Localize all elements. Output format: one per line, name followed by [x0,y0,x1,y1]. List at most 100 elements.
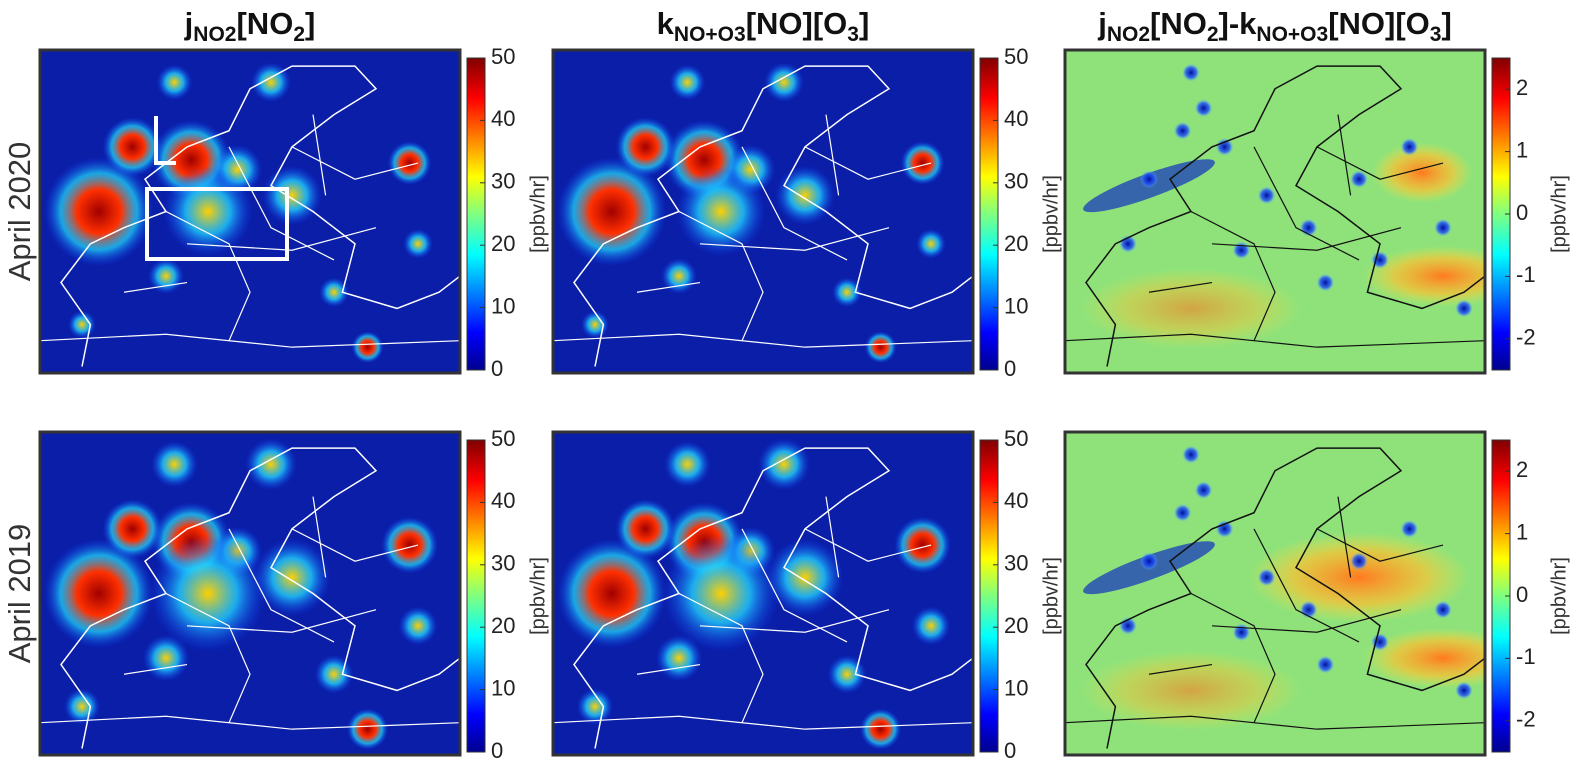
colorbar-tick-label: 2 [1516,75,1528,100]
title-text: k [657,6,675,41]
colorbar-label: [ppbv/hr] [527,557,549,635]
row-label: April 2019 [2,524,37,664]
emission-blob [148,258,184,295]
colorbar-tick-label: 0 [1516,582,1528,607]
border [699,227,890,251]
emission-blob [156,64,193,101]
difference-spot [1173,121,1192,140]
difference-spot [1232,241,1251,260]
map-panel [1063,48,1487,375]
emission-blob [556,156,667,267]
emission-blob [764,62,804,103]
map-panel [551,430,975,757]
title-subscript: 3 [847,23,859,46]
title-text: ]-k [1219,6,1258,41]
difference-spot [1400,137,1419,156]
border [1190,592,1276,723]
colorbar-tick-label: 10 [491,293,515,318]
difference-region [1363,628,1485,689]
border [1065,715,1485,730]
emission-blob [346,708,389,750]
border [228,528,335,643]
colorbar-tick-label: 0 [1004,356,1016,381]
difference-spot [1434,600,1452,619]
border [636,281,701,293]
difference-spot [1215,519,1234,538]
map [1065,432,1485,755]
colorbar-tick-label: 10 [1004,293,1028,318]
colorbar-tick-label: 0 [1004,738,1016,763]
colorbar-tick-label: 50 [1004,44,1028,69]
difference-region [1372,142,1472,203]
difference-spot [1173,503,1192,522]
border [312,114,327,196]
colorbar-label: [ppbv/hr] [1040,557,1062,635]
colorbar-tick-label: 20 [1004,613,1028,638]
colorbar-tick-label: 30 [1004,551,1028,576]
colorbar-tick-label: -2 [1516,325,1536,350]
emission-blob [163,166,253,257]
colorbar-tick-label: 10 [1004,675,1028,700]
difference-spot [1371,250,1389,269]
emission-blob [151,440,198,488]
emission-blob [832,277,862,308]
difference-spot [1232,623,1251,642]
colorbar-tick-label: 20 [491,613,515,638]
border [741,528,848,643]
map-frame [38,430,462,757]
colorbar-label: [ppbv/hr] [1040,175,1062,253]
coastline [60,447,460,749]
title-subscript: NO2 [193,23,236,46]
emission-blob [615,498,676,559]
map-frame [1063,430,1487,757]
colorbar-tick-label: 20 [491,231,515,256]
emission-blob [864,331,897,364]
highlight-l [154,116,176,165]
difference-spot [1140,170,1158,189]
emission-blob [758,438,810,491]
map-frame [38,48,462,375]
border [804,528,932,562]
colorbar-tick-label: 40 [491,106,515,131]
border [825,114,840,196]
emission-blob [314,654,354,694]
title-text: ] [1441,6,1451,41]
difference-spot [1350,552,1368,571]
difference-spot [1400,519,1419,538]
colorbar-label: [ppbv/hr] [527,175,549,253]
title-text: ] [305,6,315,41]
border [312,496,327,578]
border [186,227,377,251]
column-title: jNO2[NO2] [184,6,316,45]
border [636,663,701,675]
colorbar-label: [ppbv/hr] [1548,557,1570,635]
border [291,528,419,562]
border [1211,609,1402,633]
emission-blob [655,634,703,682]
title-subscript: 3 [1430,23,1442,46]
map-panel [1063,430,1487,757]
difference-spot [1257,568,1276,587]
difference-spot [1215,137,1234,156]
emission-blob [43,538,154,649]
emission-blob [664,440,711,488]
emission-blob [403,228,433,259]
colorbar-tick-label: 20 [1004,231,1028,256]
difference-region [1363,246,1485,307]
title-text: [NO][O [1328,6,1430,41]
border [40,333,460,348]
emission-blob [662,535,780,652]
border [1337,496,1352,578]
emission-blob [251,62,291,103]
border [1337,114,1352,196]
border [1190,210,1276,341]
emission-blob [576,688,614,725]
border [1253,528,1360,643]
emission-blob [900,141,945,186]
colorbar-tick-label: 0 [1516,200,1528,225]
colorbar-tick-label: 30 [1004,169,1028,194]
emission-blob [102,498,163,559]
emission-blob [398,606,438,646]
emission-blob [556,538,667,649]
